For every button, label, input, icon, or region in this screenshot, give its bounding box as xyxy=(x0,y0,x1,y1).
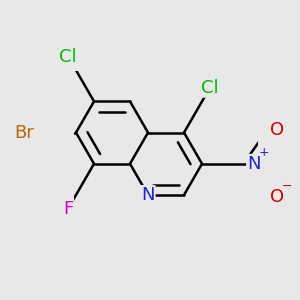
Text: N: N xyxy=(141,186,155,204)
Text: N: N xyxy=(247,155,260,173)
Text: −: − xyxy=(282,179,292,192)
Text: O: O xyxy=(270,188,284,206)
Text: Cl: Cl xyxy=(59,48,77,66)
Text: Cl: Cl xyxy=(201,79,219,97)
Text: Br: Br xyxy=(14,124,34,142)
Text: O: O xyxy=(270,122,284,140)
Text: F: F xyxy=(63,200,73,217)
Text: +: + xyxy=(258,146,269,159)
